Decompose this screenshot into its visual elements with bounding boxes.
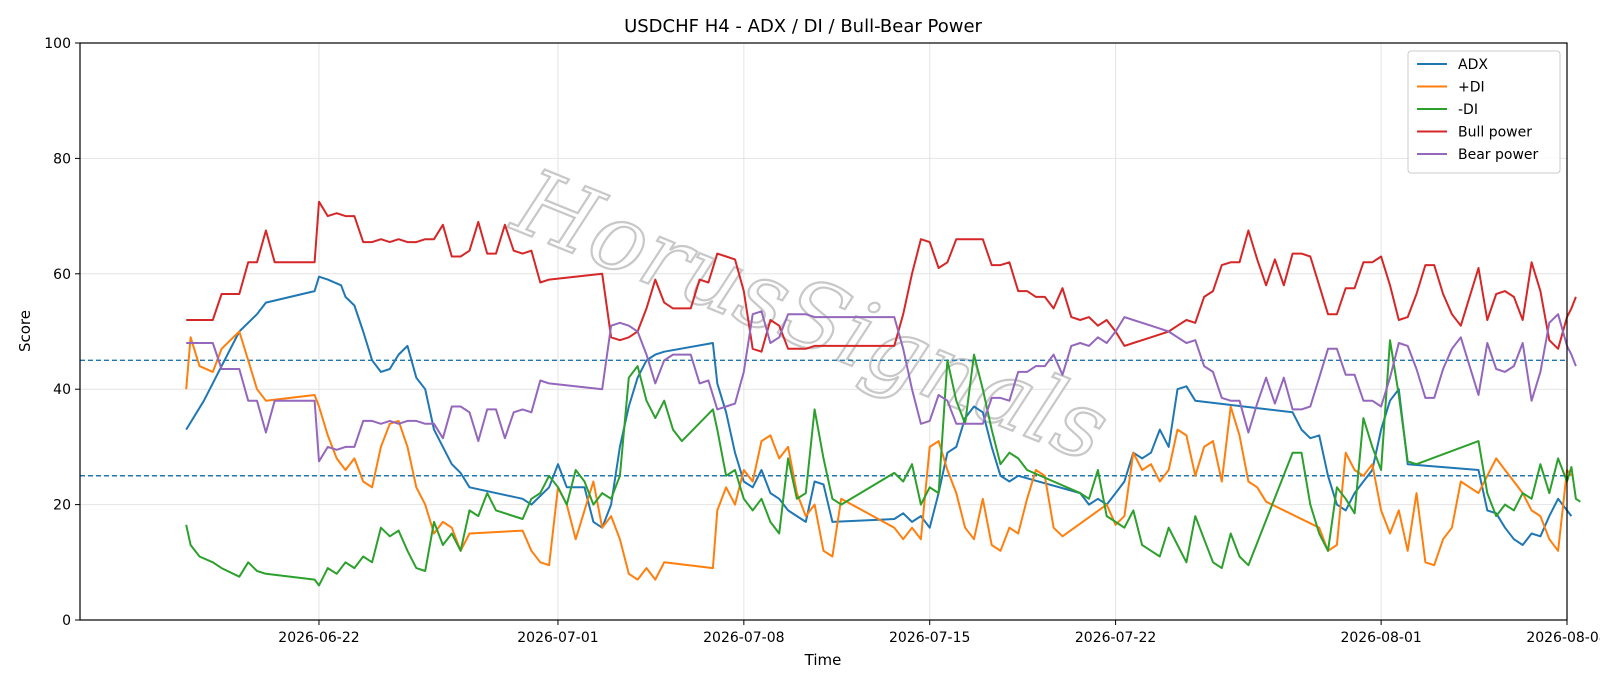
x-tick-label: 2026-07-01 [517,630,598,646]
plot-frame [79,42,1568,621]
series-line--di [185,330,1573,581]
legend: ADX +DI -DI Bull power Bear power [1407,50,1561,174]
x-tick-label: 2026-06-22 [278,630,359,646]
y-tick-label: 80 [53,151,71,167]
y-tick-label: 0 [62,613,71,629]
legend-label: ADX [1458,57,1488,73]
x-axis-label: Time [804,651,842,669]
axis-ticks: 0 20 40 60 80 100 2026-06-22 2026-07-01 2026-07-… [44,36,1600,646]
chart-title: USDCHF H4 - ADX / DI / Bull-Bear Power [624,16,982,37]
series-line-adx [185,275,1573,546]
y-tick-label: 40 [53,382,71,398]
legend-label: Bull power [1458,125,1532,141]
x-tick-label: 2026-07-15 [889,630,970,646]
legend-label: -DI [1458,102,1478,118]
y-tick-label: 100 [44,36,71,52]
legend-box [1407,50,1561,174]
y-axis-label: Score [16,310,34,352]
series-line--di [185,339,1581,587]
x-tick-label: 2026-08-01 [1340,630,1421,646]
series-line-bear-power [186,310,1577,463]
series-lines [185,200,1581,587]
x-tick-label: 2026-07-22 [1075,630,1156,646]
x-tick-label: 2026-07-08 [703,630,784,646]
y-tick-label: 60 [53,267,71,283]
legend-label: Bear power [1458,147,1539,163]
series-line-bull-power [186,200,1577,353]
y-tick-label: 20 [53,498,71,514]
x-tick-label: 2026-08-08 [1526,630,1600,646]
legend-label: +DI [1458,80,1485,96]
